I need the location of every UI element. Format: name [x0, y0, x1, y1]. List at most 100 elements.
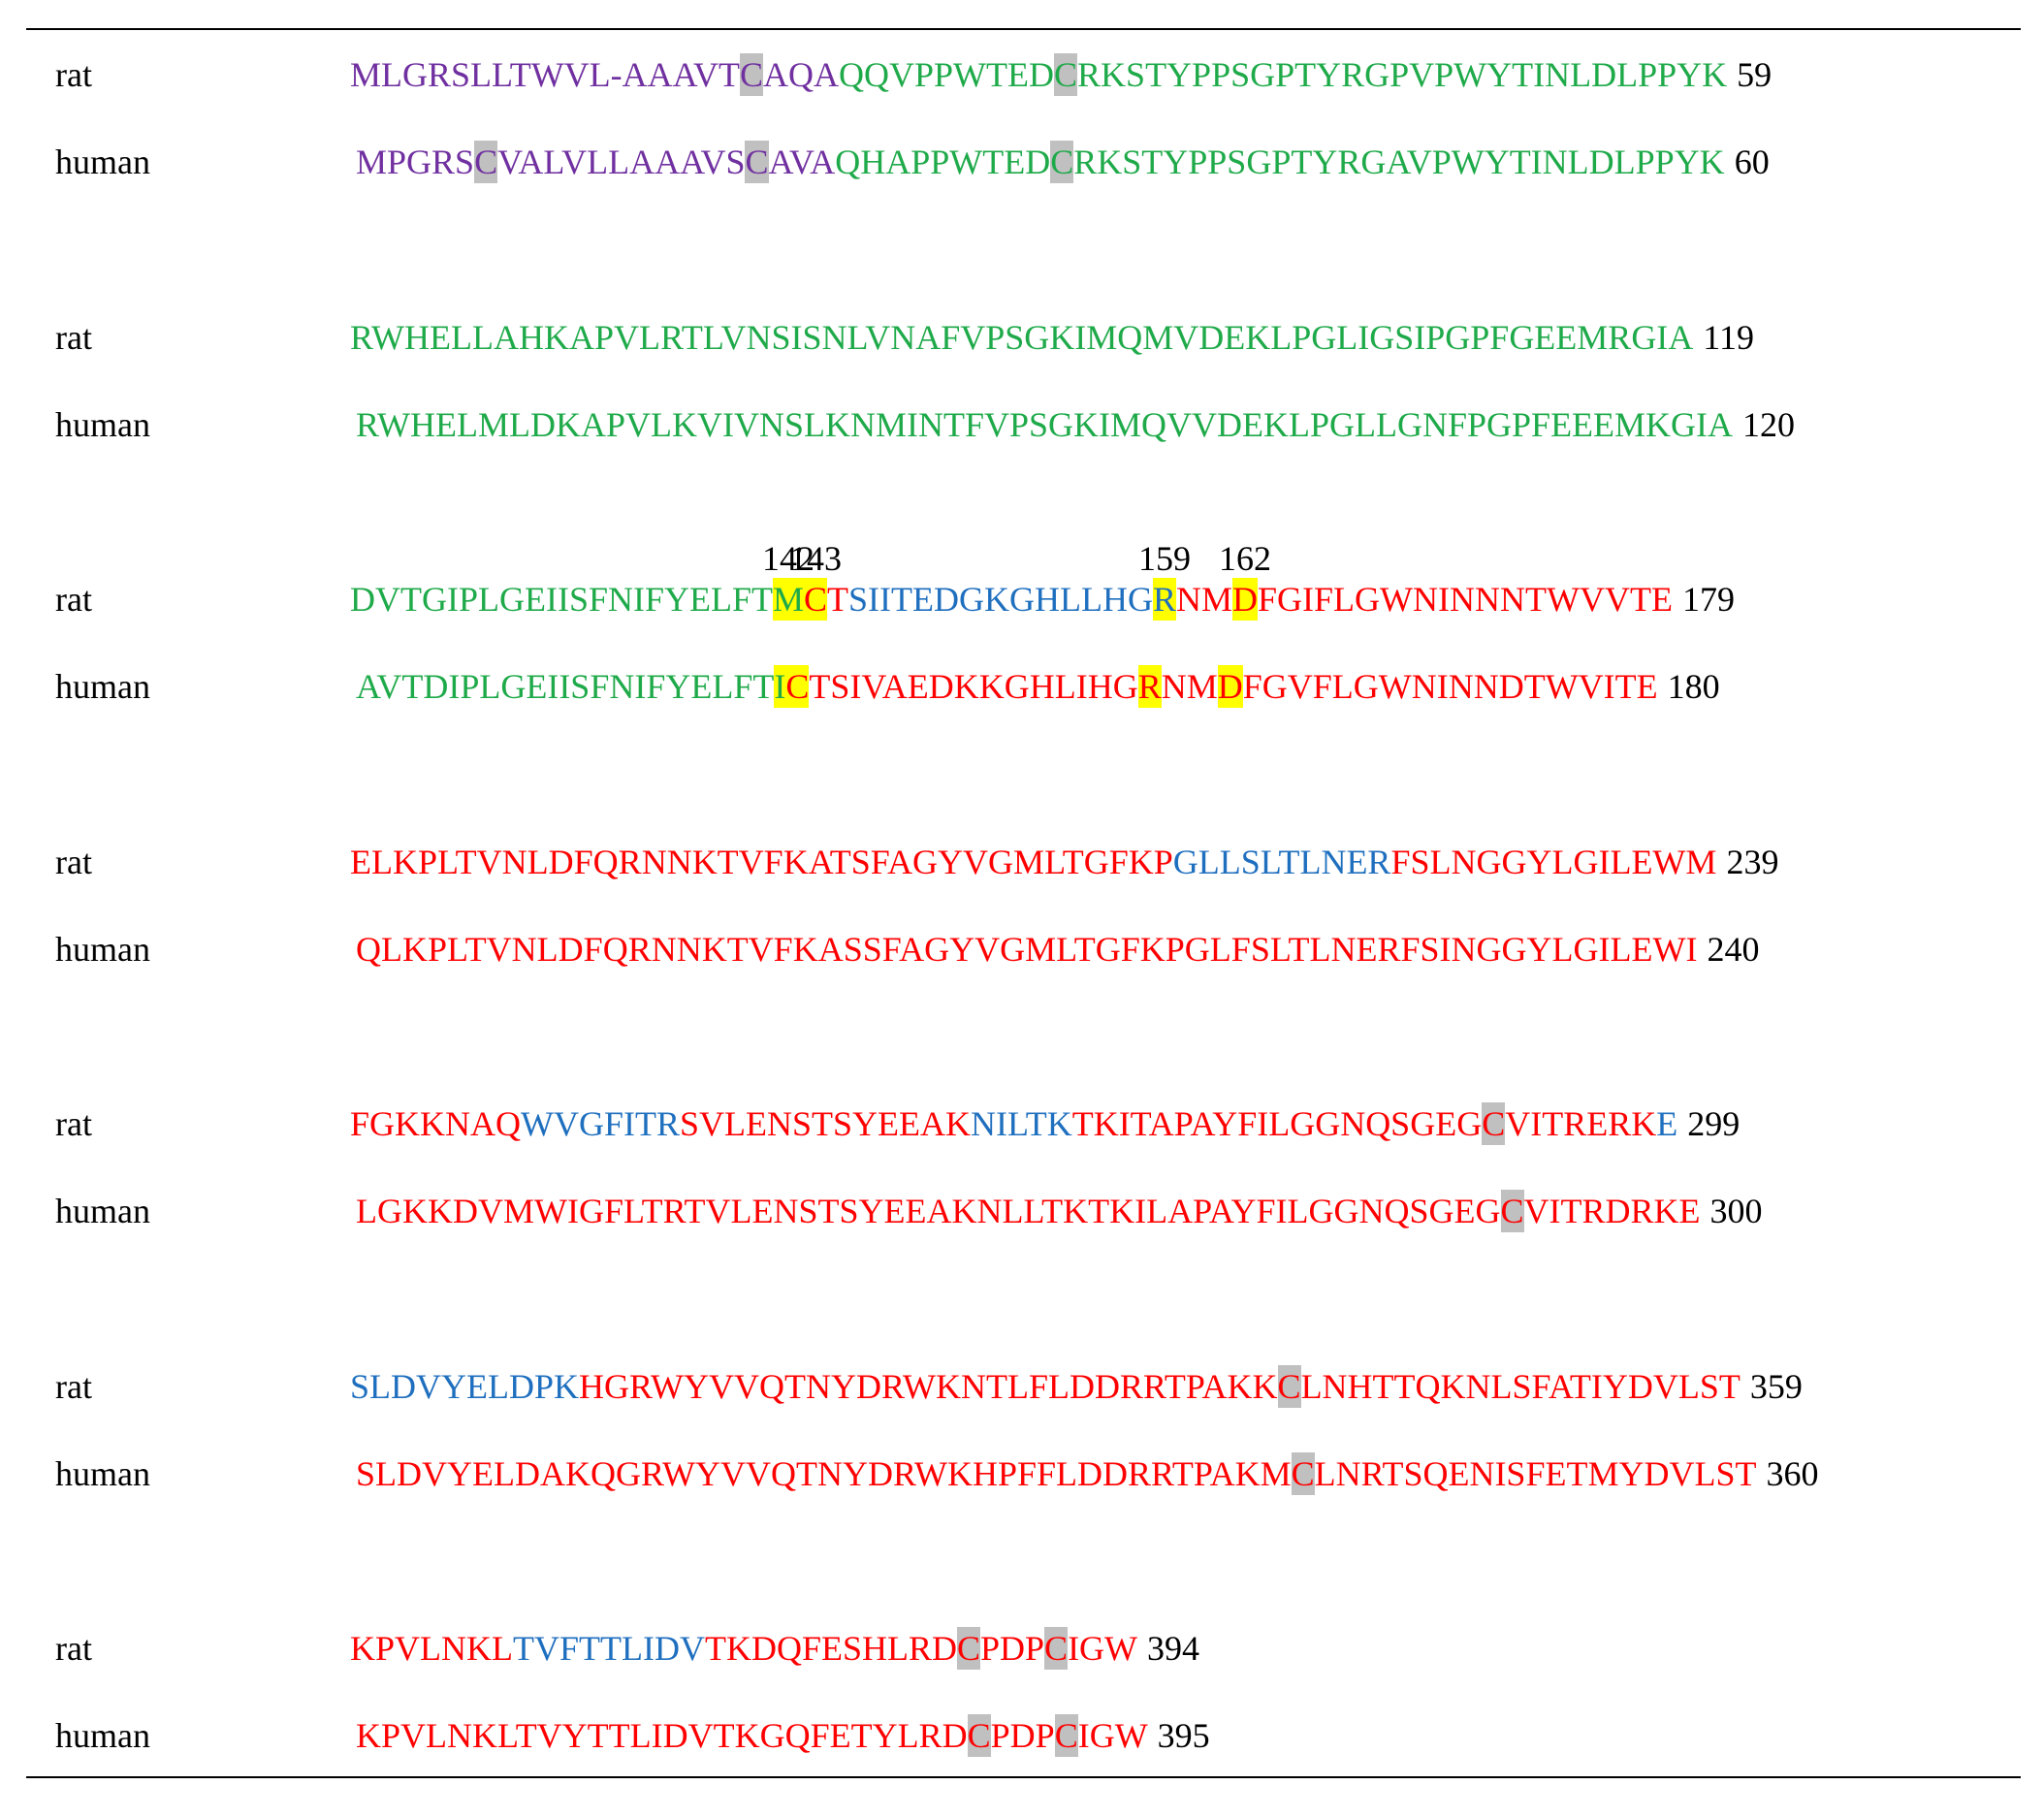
- residue-segment: C: [1482, 1102, 1506, 1145]
- residue-segment: NILTK: [971, 1104, 1072, 1143]
- alignment-row: rat SLDVYELDPKHGRWYVVQTNYDRWKNTLFLDDRRTPA…: [0, 1362, 2044, 1411]
- position-label: 159: [1137, 539, 1191, 578]
- residue-segment: MPGRS: [356, 143, 475, 181]
- residue-segment: D 162: [1219, 539, 1272, 621]
- residue-segment: NM: [1176, 580, 1233, 619]
- alignment-row: rat KPVLNKLTVFTTLIDVTKDQFESHLRDCPDPCIGW 39…: [0, 1624, 2044, 1673]
- sequence: AVTDIPLGEIISFNIFYELFTICTSIVAEDKKGHLIHGRN…: [356, 662, 1720, 711]
- residue-segment: TVFTTLIDV: [513, 1629, 705, 1668]
- residue-segment: R 159: [1137, 539, 1191, 621]
- species-label: rat: [55, 1104, 92, 1143]
- residue-segment: C: [967, 1714, 991, 1757]
- species-label: human: [55, 1453, 150, 1493]
- position-label: 143: [789, 539, 843, 578]
- residue-segment: HGRWYVVQTNYDRWKNTLFLDDRRTPAKK: [579, 1366, 1278, 1406]
- residue-segment: C 143: [789, 539, 843, 621]
- residue-count: 394: [1147, 1629, 1200, 1668]
- species-label: rat: [55, 842, 92, 881]
- residue-segment: QHAPPWTED: [835, 143, 1051, 181]
- residue-count: 119: [1703, 317, 1754, 357]
- sequence: QLKPLTVNLDFQRNNKTVFKASSFAGYVGMLTGFKPGLFS…: [356, 925, 1759, 973]
- species-label: human: [55, 1716, 150, 1755]
- sequence: MLGRSLLTWVL-AAAVTCAQAQQVPPWTEDCRKSTYPPSG…: [350, 50, 1772, 99]
- residue-segment: RWHELMLDKAPVLKVIVNSLKNMINTFVPSGKIMQVVDEK…: [356, 404, 1734, 444]
- residue-segment: VITRDRKE: [1523, 1192, 1701, 1230]
- residue-segment: C: [785, 665, 810, 708]
- residue-segment: PDP: [990, 1716, 1055, 1755]
- residue-segment: MLGRSLLTWVL-AAAVT: [350, 55, 740, 94]
- species-label: human: [55, 667, 150, 706]
- residue-segment: I: [774, 665, 786, 708]
- top-rule: [26, 28, 2021, 30]
- residue-segment: FSLNGGYLGILEWM: [1390, 842, 1717, 881]
- residue-count: 239: [1726, 842, 1779, 881]
- residue-segment: C: [1050, 141, 1074, 183]
- sequence: RWHELLAHKAPVLRTLVNSISNLVNAFVPSGKIMQMVDEK…: [350, 313, 1754, 362]
- residue-segment: E: [1656, 1104, 1678, 1143]
- sequence: SLDVYELDAKQGRWYVVQTNYDRWKHPFFLDDRRTPAKMC…: [356, 1450, 1818, 1498]
- residue-segment: C: [474, 141, 498, 183]
- sequence: DVTGIPLGEIISFNIFYELFTM 142 C 143 TSIITEDGKGH…: [350, 539, 1735, 623]
- residue-segment: QLKPLTVNLDFQRNNKTVFKASSFAGYVGMLTGFKPGLFS…: [356, 929, 1698, 969]
- alignment-row: rat DVTGIPLGEIISFNIFYELFTM 142 C 143 TSIITEDG…: [0, 539, 2044, 623]
- alignment-row: human LGKKDVMWIGFLTRTVLENSTSYEEAKNLLTKTKI…: [0, 1187, 2044, 1235]
- residue-segment: IGW: [1077, 1716, 1148, 1755]
- residue-count: 59: [1737, 55, 1773, 94]
- residue-segment: C: [745, 141, 769, 183]
- residue-segment: LNHTTQKNLSFATIYDVLST: [1300, 1366, 1741, 1406]
- residue-segment: C: [1277, 1364, 1301, 1408]
- sequence: KPVLNKLTVYTTLIDVTKGQFETYLRDCPDPCIGW 395: [356, 1711, 1210, 1760]
- residue-segment: FGKKNAQ: [350, 1104, 522, 1143]
- residue-segment: C: [1054, 53, 1078, 96]
- residue-segment: D: [1217, 665, 1243, 708]
- residue-count: 240: [1707, 929, 1760, 969]
- residue-segment: C: [740, 53, 764, 96]
- residue-segment: IGW: [1068, 1629, 1138, 1668]
- residue-segment: TKDQFESHLRD: [704, 1629, 957, 1668]
- residue-segment: RKSTYPPSGPTYRGPVPWYTINLDLPPYK: [1077, 55, 1728, 94]
- residue-count: 299: [1687, 1104, 1741, 1143]
- residue-segment: NM: [1161, 667, 1218, 706]
- residue-count: 180: [1667, 667, 1720, 706]
- sequence: LGKKDVMWIGFLTRTVLENSTSYEEAKNLLTKTKILAPAY…: [356, 1187, 1763, 1235]
- position-label: 162: [1219, 539, 1272, 578]
- residue-count: 120: [1742, 404, 1796, 444]
- residue-segment: C: [1044, 1627, 1069, 1670]
- residue-segment: FGVFLGWNINNDTWVITE: [1242, 667, 1658, 706]
- residue-segment: AVTDIPLGEIISFNIFYELFT: [356, 667, 775, 706]
- alignment-row: human RWHELMLDKAPVLKVIVNSLKNMINTFVPSGKIMQ…: [0, 400, 2044, 449]
- residue-segment: M 142: [762, 539, 814, 621]
- alignment-row: rat RWHELLAHKAPVLRTLVNSISNLVNAFVPSGKIMQMV…: [0, 313, 2044, 362]
- residue-segment: C: [1500, 1190, 1524, 1232]
- residue-segment: TSIVAEDKKGHLIHG: [809, 667, 1138, 706]
- alignment-row: human SLDVYELDAKQGRWYVVQTNYDRWKHPFFLDDRRT…: [0, 1450, 2044, 1498]
- residue-count: 359: [1749, 1366, 1803, 1406]
- residue-segment: VITRERK: [1505, 1104, 1657, 1143]
- residue-segment: KPVLNKLTVYTTLIDVTKGQFETYLRD: [356, 1716, 968, 1755]
- sequence: SLDVYELDPKHGRWYVVQTNYDRWKNTLFLDDRRTPAKKC…: [350, 1362, 1803, 1411]
- residue-segment: RKSTYPPSGPTYRGAVPWYTINLDLPPYK: [1073, 143, 1725, 181]
- residue-segment: WVGFITR: [521, 1104, 681, 1143]
- species-label: rat: [55, 580, 92, 619]
- alignment-row: rat ELKPLTVNLDFQRNNKTVFKATSFAGYVGMLTGFKPG…: [0, 838, 2044, 886]
- residue-segment: RWHELLAHKAPVLRTLVNSISNLVNAFVPSGKIMQMVDEK…: [350, 317, 1694, 357]
- residue-segment: SLDVYELDPK: [350, 1366, 580, 1406]
- species-label: human: [55, 929, 150, 969]
- alignment-row: human KPVLNKLTVYTTLIDVTKGQFETYLRDCPDPCIGW…: [0, 1711, 2044, 1760]
- sequence: KPVLNKLTVFTTLIDVTKDQFESHLRDCPDPCIGW 394: [350, 1624, 1199, 1673]
- residue-segment: LGKKDVMWIGFLTRTVLENSTSYEEAKNLLTKTKILAPAY…: [356, 1192, 1501, 1230]
- residue-segment: LNRTSQENISFETMYDVLST: [1314, 1453, 1757, 1493]
- alignment-row: human AVTDIPLGEIISFNIFYELFTICTSIVAEDKKGHL…: [0, 662, 2044, 711]
- residue-segment: C: [1054, 1714, 1078, 1757]
- residue-segment: C: [1291, 1451, 1315, 1495]
- species-label: rat: [55, 1629, 92, 1668]
- residue-segment: T: [827, 580, 849, 619]
- species-label: human: [55, 143, 150, 181]
- residue-count: 179: [1681, 580, 1735, 619]
- species-label: rat: [55, 1366, 92, 1406]
- bottom-rule: [26, 1776, 2021, 1778]
- residue-segment: GLLSLTLNER: [1172, 842, 1391, 881]
- residue-count: 300: [1709, 1192, 1763, 1230]
- position-label: 142: [762, 539, 814, 578]
